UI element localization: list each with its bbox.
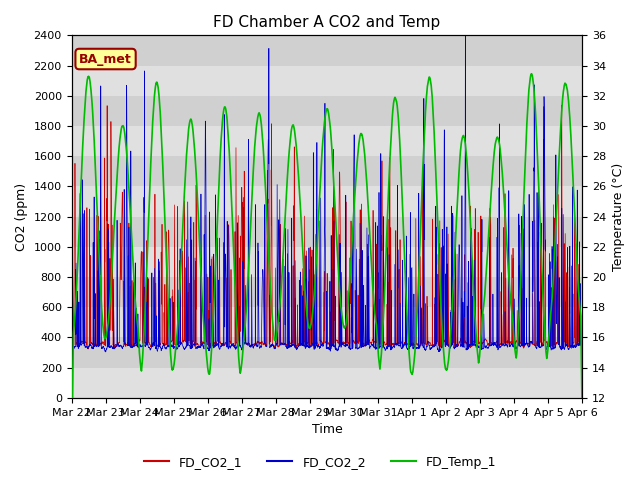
Bar	[72, 277, 582, 307]
Bar	[72, 126, 582, 156]
FD_Temp_1	[308, 319, 316, 324]
FD_CO2_2	[461, 33, 469, 38]
FD_Temp_1	[578, 395, 586, 401]
Bar	[72, 368, 582, 398]
FD_CO2_2	[578, 353, 586, 359]
Bar	[72, 337, 582, 368]
Y-axis label: CO2 (ppm): CO2 (ppm)	[15, 182, 28, 251]
Bar	[72, 307, 582, 337]
FD_CO2_2	[442, 343, 449, 348]
Line: FD_CO2_1: FD_CO2_1	[72, 105, 582, 356]
Title: FD Chamber A CO2 and Temp: FD Chamber A CO2 and Temp	[213, 15, 440, 30]
FD_CO2_2	[68, 353, 76, 359]
Legend: FD_CO2_1, FD_CO2_2, FD_Temp_1: FD_CO2_1, FD_CO2_2, FD_Temp_1	[139, 451, 501, 474]
FD_CO2_1	[159, 342, 167, 348]
FD_CO2_2	[579, 353, 586, 359]
FD_CO2_1	[558, 102, 566, 108]
FD_Temp_1	[579, 439, 586, 445]
Bar	[72, 156, 582, 186]
FD_CO2_2	[159, 341, 167, 347]
FD_CO2_1	[442, 336, 449, 342]
FD_CO2_1	[470, 338, 478, 344]
FD_CO2_2	[413, 345, 420, 350]
Bar	[72, 36, 582, 66]
Bar	[72, 96, 582, 126]
FD_Temp_1	[68, 457, 76, 463]
FD_Temp_1	[413, 317, 420, 323]
Y-axis label: Temperature (°C): Temperature (°C)	[612, 163, 625, 271]
FD_Temp_1	[470, 299, 478, 305]
FD_CO2_1	[308, 343, 316, 348]
FD_CO2_1	[578, 352, 586, 358]
X-axis label: Time: Time	[312, 423, 342, 436]
FD_CO2_1	[68, 353, 76, 359]
FD_CO2_2	[308, 341, 316, 347]
Bar	[72, 247, 582, 277]
Bar	[72, 66, 582, 96]
Text: BA_met: BA_met	[79, 52, 132, 66]
Bar	[72, 216, 582, 247]
Bar	[72, 186, 582, 216]
FD_CO2_2	[470, 257, 478, 263]
FD_CO2_1	[579, 277, 586, 283]
FD_Temp_1	[159, 177, 167, 182]
Line: FD_Temp_1: FD_Temp_1	[72, 74, 582, 460]
FD_CO2_1	[413, 341, 420, 347]
FD_Temp_1	[527, 71, 535, 77]
Line: FD_CO2_2: FD_CO2_2	[72, 36, 582, 356]
FD_Temp_1	[442, 364, 449, 370]
